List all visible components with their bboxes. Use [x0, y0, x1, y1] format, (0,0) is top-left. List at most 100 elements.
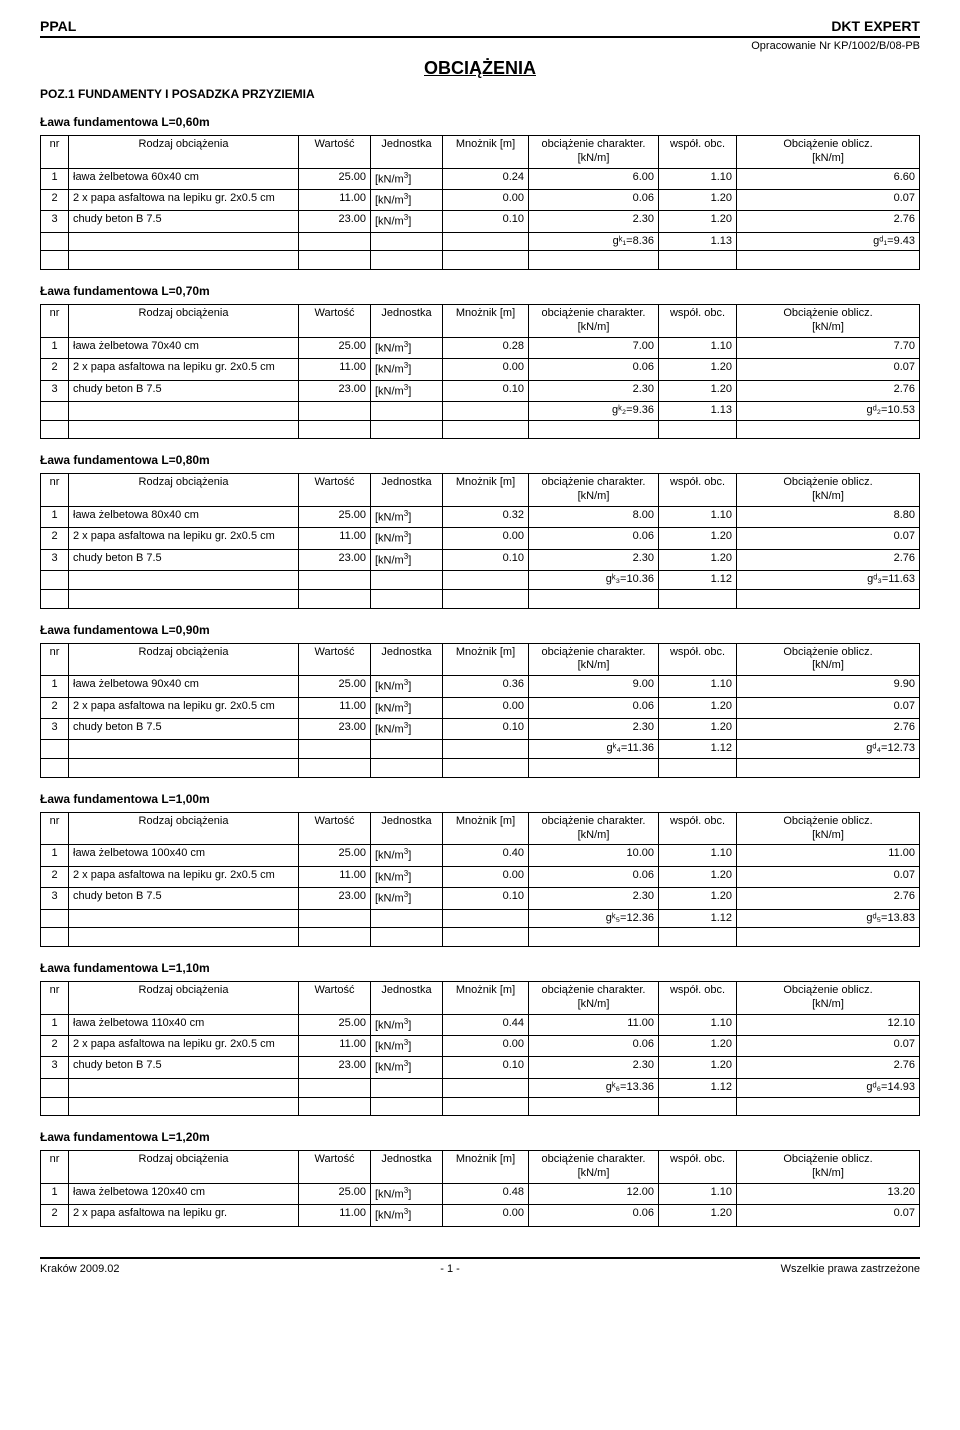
col-wartosc: Wartość: [299, 812, 371, 845]
col-wartosc: Wartość: [299, 982, 371, 1015]
col-char: obciążenie charakter.[kN/m]: [529, 474, 659, 507]
cell-wsp: 1.20: [659, 866, 737, 887]
table-row: 1ława żelbetowa 80x40 cm25.00[kN/m3]0.32…: [41, 506, 920, 527]
sum-gk: gᵏ₃=10.36: [529, 571, 659, 590]
col-jednostka: Jednostka: [371, 982, 443, 1015]
col-wsp: współ. obc.: [659, 982, 737, 1015]
cell-char: 0.06: [529, 866, 659, 887]
col-wsp: współ. obc.: [659, 136, 737, 169]
col-oblicz: Obciążenie oblicz.[kN/m]: [737, 982, 920, 1015]
cell-jednostka: [kN/m3]: [371, 380, 443, 401]
table-row: 1ława żelbetowa 100x40 cm25.00[kN/m3]0.4…: [41, 845, 920, 866]
header-row: PPAL DKT EXPERT: [40, 18, 920, 38]
cell-rodzaj: chudy beton B 7.5: [69, 380, 299, 401]
cell-wsp: 1.20: [659, 718, 737, 739]
table-row: 3chudy beton B 7.523.00[kN/m3]0.102.301.…: [41, 1057, 920, 1078]
col-nr: nr: [41, 305, 69, 338]
cell-mnoznik: 0.48: [443, 1183, 529, 1204]
cell-jednostka: [kN/m3]: [371, 1183, 443, 1204]
cell-nr: 2: [41, 866, 69, 887]
tables-container: Ława fundamentowa L=0,60mnrRodzaj obciąż…: [40, 115, 920, 1227]
table-row: 1ława żelbetowa 90x40 cm25.00[kN/m3]0.36…: [41, 676, 920, 697]
cell-rodzaj: 2 x papa asfaltowa na lepiku gr. 2x0.5 c…: [69, 1036, 299, 1057]
load-table: nrRodzaj obciążeniaWartośćJednostkaMnożn…: [40, 981, 920, 1116]
col-jednostka: Jednostka: [371, 136, 443, 169]
cell-wsp: 1.20: [659, 1036, 737, 1057]
cell-mnoznik: 0.36: [443, 676, 529, 697]
col-oblicz: Obciążenie oblicz.[kN/m]: [737, 305, 920, 338]
empty-row: [41, 759, 920, 778]
cell-nr: 3: [41, 888, 69, 909]
cell-char: 0.06: [529, 189, 659, 210]
cell-oblicz: 9.90: [737, 676, 920, 697]
table-row: 3chudy beton B 7.523.00[kN/m3]0.102.301.…: [41, 549, 920, 570]
col-char: obciążenie charakter.[kN/m]: [529, 1151, 659, 1184]
load-table: nrRodzaj obciążeniaWartośćJednostkaMnożn…: [40, 304, 920, 439]
cell-rodzaj: chudy beton B 7.5: [69, 549, 299, 570]
cell-char: 0.06: [529, 359, 659, 380]
cell-mnoznik: 0.28: [443, 337, 529, 358]
sum-row: gᵏ₆=13.361.12gᵈ₆=14.93: [41, 1078, 920, 1097]
cell-rodzaj: chudy beton B 7.5: [69, 1057, 299, 1078]
cell-oblicz: 0.07: [737, 359, 920, 380]
cell-rodzaj: ława żelbetowa 110x40 cm: [69, 1014, 299, 1035]
col-rodzaj: Rodzaj obciążenia: [69, 812, 299, 845]
cell-wartosc: 11.00: [299, 359, 371, 380]
sum-gk: gᵏ₁=8.36: [529, 232, 659, 251]
col-mnoznik: Mnożnik [m]: [443, 643, 529, 676]
sum-wsp: 1.12: [659, 740, 737, 759]
sum-gk: gᵏ₅=12.36: [529, 909, 659, 928]
cell-oblicz: 7.70: [737, 337, 920, 358]
cell-char: 2.30: [529, 380, 659, 401]
cell-wsp: 1.10: [659, 506, 737, 527]
cell-jednostka: [kN/m3]: [371, 359, 443, 380]
sum-gd: gᵈ₃=11.63: [737, 571, 920, 590]
table-row: 22 x papa asfaltowa na lepiku gr. 2x0.5 …: [41, 1036, 920, 1057]
sum-wsp: 1.13: [659, 232, 737, 251]
cell-nr: 1: [41, 1183, 69, 1204]
cell-rodzaj: chudy beton B 7.5: [69, 718, 299, 739]
col-rodzaj: Rodzaj obciążenia: [69, 1151, 299, 1184]
cell-mnoznik: 0.24: [443, 168, 529, 189]
col-rodzaj: Rodzaj obciążenia: [69, 643, 299, 676]
cell-wartosc: 23.00: [299, 718, 371, 739]
cell-nr: 1: [41, 845, 69, 866]
col-nr: nr: [41, 136, 69, 169]
table-row: 1ława żelbetowa 70x40 cm25.00[kN/m3]0.28…: [41, 337, 920, 358]
col-jednostka: Jednostka: [371, 305, 443, 338]
cell-wartosc: 25.00: [299, 506, 371, 527]
col-char: obciążenie charakter.[kN/m]: [529, 812, 659, 845]
cell-rodzaj: chudy beton B 7.5: [69, 888, 299, 909]
cell-jednostka: [kN/m3]: [371, 1036, 443, 1057]
cell-nr: 2: [41, 1205, 69, 1226]
sum-gk: gᵏ₆=13.36: [529, 1078, 659, 1097]
cell-rodzaj: chudy beton B 7.5: [69, 211, 299, 232]
col-mnoznik: Mnożnik [m]: [443, 1151, 529, 1184]
col-char: obciążenie charakter.[kN/m]: [529, 136, 659, 169]
col-jednostka: Jednostka: [371, 812, 443, 845]
table-title: Ława fundamentowa L=1,20m: [40, 1130, 920, 1144]
cell-char: 12.00: [529, 1183, 659, 1204]
cell-wartosc: 11.00: [299, 866, 371, 887]
cell-mnoznik: 0.00: [443, 697, 529, 718]
cell-mnoznik: 0.00: [443, 189, 529, 210]
cell-oblicz: 0.07: [737, 189, 920, 210]
empty-row: [41, 1097, 920, 1116]
cell-wsp: 1.20: [659, 189, 737, 210]
cell-char: 11.00: [529, 1014, 659, 1035]
cell-jednostka: [kN/m3]: [371, 866, 443, 887]
cell-oblicz: 2.76: [737, 1057, 920, 1078]
cell-mnoznik: 0.00: [443, 1036, 529, 1057]
table-title: Ława fundamentowa L=1,00m: [40, 792, 920, 806]
cell-wsp: 1.20: [659, 211, 737, 232]
cell-jednostka: [kN/m3]: [371, 1205, 443, 1226]
cell-wartosc: 25.00: [299, 168, 371, 189]
col-wartosc: Wartość: [299, 305, 371, 338]
col-wsp: współ. obc.: [659, 305, 737, 338]
cell-jednostka: [kN/m3]: [371, 211, 443, 232]
col-oblicz: Obciążenie oblicz.[kN/m]: [737, 474, 920, 507]
cell-wsp: 1.20: [659, 1057, 737, 1078]
sum-wsp: 1.12: [659, 909, 737, 928]
table-row: 3chudy beton B 7.523.00[kN/m3]0.102.301.…: [41, 380, 920, 401]
col-nr: nr: [41, 812, 69, 845]
